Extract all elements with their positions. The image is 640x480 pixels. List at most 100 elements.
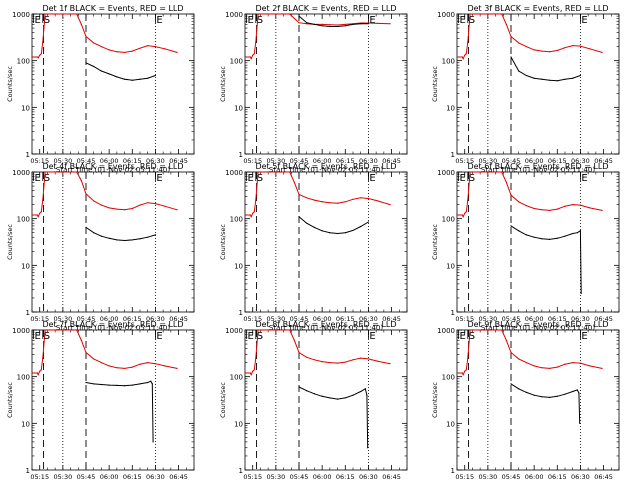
data-point	[100, 46, 103, 48]
data-point	[329, 397, 331, 399]
y-tick-label: 100	[17, 58, 30, 66]
data-point	[100, 235, 103, 237]
data-point	[589, 365, 591, 367]
plot-frame	[244, 171, 408, 313]
data-point	[556, 237, 558, 239]
plot-frame	[456, 329, 620, 471]
data-point	[548, 209, 551, 212]
data-point	[85, 62, 87, 64]
data-point	[253, 211, 255, 213]
data-point	[245, 214, 246, 216]
data-point	[253, 53, 255, 55]
data-point	[457, 372, 458, 374]
data-point	[154, 46, 157, 48]
data-point	[131, 384, 133, 386]
y-tick-label: 10	[21, 262, 30, 270]
y-axis-label: Counts/sec	[431, 66, 439, 102]
data-point	[601, 51, 603, 54]
data-point	[344, 25, 346, 27]
marker-label: S	[257, 331, 263, 342]
data-point	[32, 214, 33, 216]
x-tick-label: 06:45	[594, 315, 613, 323]
data-point	[306, 23, 308, 25]
data-point	[518, 358, 520, 360]
x-tick-label: 05:45	[502, 157, 521, 165]
data-point	[321, 25, 323, 27]
data-point	[541, 50, 543, 52]
data-point	[40, 53, 42, 55]
data-point	[80, 23, 82, 25]
data-point	[313, 23, 316, 25]
x-axis-label: Start Time (01-Nov-02 05:11:40)	[269, 166, 383, 174]
data-point	[541, 367, 543, 369]
y-axis-label: Counts/sec	[6, 66, 14, 102]
data-point	[510, 383, 512, 385]
data-point	[377, 22, 379, 24]
plot-area	[32, 172, 178, 312]
events-series-line	[298, 216, 369, 235]
y-tick-label: 1	[239, 151, 243, 159]
data-point	[578, 392, 580, 394]
data-point	[367, 358, 370, 360]
data-point	[131, 239, 133, 241]
data-point	[572, 45, 574, 47]
data-point	[464, 370, 466, 372]
plot-area	[245, 172, 391, 312]
chart-panel-3: Det 3f BLACK = Events, RED = LLD 1 10 100 10…	[431, 4, 620, 174]
data-point	[352, 198, 354, 200]
plot-frame	[456, 171, 620, 313]
data-point	[36, 56, 39, 58]
data-point	[176, 209, 178, 211]
x-tick-label: 05:30	[53, 473, 72, 480]
plot-area	[32, 330, 178, 470]
data-point	[253, 369, 255, 371]
data-point	[541, 396, 543, 398]
x-tick-label: 06:00	[525, 315, 544, 323]
data-point	[344, 201, 346, 203]
x-tick-label: 05:15	[243, 157, 262, 165]
marker-label: E	[35, 15, 41, 26]
data-point	[306, 197, 308, 199]
marker-label: E	[581, 173, 587, 184]
data-point	[108, 49, 110, 51]
data-point	[147, 236, 149, 238]
data-point	[164, 205, 166, 207]
y-tick-label: 1000	[12, 327, 30, 335]
x-tick-label: 05:45	[290, 157, 309, 165]
x-axis-label: Start Time (01-Nov-02 05:11:40)	[56, 166, 170, 174]
marker-label: S	[257, 173, 263, 184]
y-tick-label: 1	[26, 309, 30, 317]
data-point	[139, 47, 141, 49]
data-point	[525, 391, 528, 394]
data-point	[147, 381, 149, 384]
data-point	[139, 383, 141, 385]
data-point	[548, 396, 551, 398]
chart-title: Det 3f BLACK = Events, RED = LLD	[467, 4, 608, 13]
x-tick-label: 06:30	[146, 473, 165, 480]
x-tick-label: 06:00	[313, 315, 332, 323]
data-point	[579, 422, 581, 424]
x-tick-label: 06:45	[594, 473, 613, 480]
data-point	[525, 74, 528, 77]
data-point	[255, 199, 257, 201]
data-point	[329, 25, 331, 28]
data-point	[525, 46, 528, 48]
y-axis-label: Counts/sec	[6, 382, 14, 418]
plot-frame	[244, 13, 408, 155]
y-tick-label: 1	[451, 467, 455, 475]
plot-frame	[244, 329, 408, 471]
data-point	[336, 398, 339, 400]
x-tick-label: 06:15	[548, 157, 567, 165]
data-point	[154, 363, 157, 365]
data-point	[76, 330, 78, 331]
data-point	[377, 360, 379, 362]
y-tick-label: 1000	[225, 11, 243, 19]
data-point	[39, 54, 41, 56]
data-point	[176, 51, 178, 54]
x-tick-label: 06:30	[571, 157, 590, 165]
data-point	[298, 351, 300, 354]
data-point	[313, 359, 316, 361]
x-tick-label: 05:30	[266, 315, 285, 323]
y-axis-label: Counts/sec	[219, 224, 227, 260]
y-tick-label: 100	[17, 374, 30, 382]
